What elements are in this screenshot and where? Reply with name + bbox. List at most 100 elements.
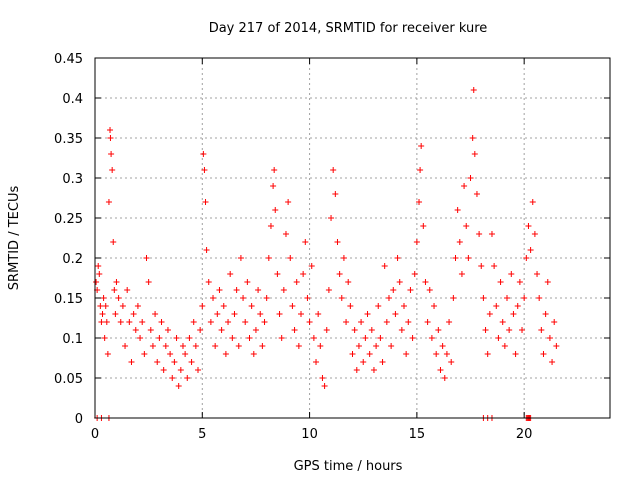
data-point bbox=[531, 231, 538, 237]
data-point bbox=[484, 351, 491, 357]
data-point bbox=[368, 327, 375, 333]
data-point bbox=[392, 311, 399, 317]
data-point bbox=[128, 359, 135, 365]
data-point bbox=[259, 343, 266, 349]
data-point bbox=[433, 351, 440, 357]
data-point bbox=[486, 311, 493, 317]
data-point bbox=[139, 319, 146, 325]
data-point bbox=[435, 327, 442, 333]
data-point bbox=[167, 351, 174, 357]
data-point bbox=[349, 351, 356, 357]
data-point bbox=[102, 303, 109, 309]
data-point bbox=[439, 343, 446, 349]
data-point bbox=[240, 295, 247, 301]
data-point bbox=[111, 287, 118, 293]
data-point bbox=[465, 255, 472, 261]
data-point bbox=[377, 335, 384, 341]
tick-labels: 0 0.05 0.1 0.15 0.2 0.25 0.3 0.35 0.4 0.45 0 5 10 15 2… bbox=[54, 52, 532, 442]
data-point bbox=[186, 335, 193, 341]
data-point bbox=[351, 327, 358, 333]
data-point bbox=[353, 367, 360, 373]
data-point bbox=[190, 319, 197, 325]
data-point bbox=[529, 199, 536, 205]
data-point bbox=[255, 287, 262, 293]
data-point bbox=[458, 271, 465, 277]
data-point bbox=[401, 303, 407, 309]
y-axis-label: SRMTID / TECUs bbox=[7, 186, 22, 291]
data-point bbox=[278, 335, 285, 341]
data-point bbox=[112, 311, 119, 317]
data-point bbox=[338, 295, 345, 301]
data-point bbox=[470, 87, 477, 93]
data-point bbox=[332, 191, 339, 197]
data-point bbox=[347, 303, 354, 309]
data-point bbox=[265, 255, 272, 261]
x-tick-label: 15 bbox=[409, 427, 426, 442]
data-point bbox=[199, 303, 206, 309]
data-point bbox=[225, 319, 232, 325]
data-point bbox=[525, 223, 532, 229]
data-point bbox=[119, 303, 126, 309]
data-point bbox=[182, 351, 189, 357]
data-point bbox=[551, 319, 558, 325]
data-point bbox=[396, 279, 403, 285]
data-point bbox=[197, 327, 204, 333]
data-point bbox=[104, 351, 111, 357]
x-tick-label: 10 bbox=[301, 427, 318, 442]
data-point bbox=[523, 255, 530, 261]
data-point bbox=[132, 327, 139, 333]
data-point bbox=[293, 279, 300, 285]
data-point bbox=[154, 359, 161, 365]
data-point bbox=[426, 287, 433, 293]
data-point bbox=[514, 303, 521, 309]
data-point bbox=[162, 343, 169, 349]
data-point bbox=[173, 335, 180, 341]
data-point bbox=[210, 295, 217, 301]
data-point bbox=[233, 287, 240, 293]
data-point bbox=[499, 319, 506, 325]
data-point bbox=[536, 295, 543, 301]
data-point bbox=[534, 271, 541, 277]
data-point bbox=[110, 239, 117, 245]
data-point bbox=[252, 327, 259, 333]
data-point bbox=[274, 271, 281, 277]
data-point bbox=[407, 287, 414, 293]
data-point bbox=[358, 319, 365, 325]
data-point bbox=[330, 167, 337, 173]
data-point bbox=[195, 367, 201, 373]
data-point bbox=[160, 367, 167, 373]
y-tick-label: 0.05 bbox=[54, 372, 83, 387]
data-point bbox=[304, 295, 311, 301]
data-point bbox=[456, 239, 463, 245]
data-point bbox=[218, 327, 225, 333]
data-point bbox=[544, 279, 551, 285]
data-point bbox=[235, 343, 242, 349]
data-point bbox=[231, 311, 238, 317]
data-point bbox=[420, 223, 427, 229]
data-point bbox=[282, 231, 289, 237]
data-point bbox=[298, 311, 304, 317]
data-point bbox=[214, 311, 221, 317]
data-point bbox=[242, 319, 249, 325]
data-point bbox=[497, 279, 504, 285]
x-tick-label: 0 bbox=[91, 427, 99, 442]
data-point bbox=[319, 375, 326, 381]
data-point bbox=[169, 375, 176, 381]
data-point bbox=[510, 311, 517, 317]
data-point bbox=[188, 359, 195, 365]
data-point bbox=[93, 279, 100, 285]
data-point bbox=[289, 303, 296, 309]
data-point bbox=[98, 319, 105, 325]
data-point bbox=[152, 311, 159, 317]
data-point bbox=[512, 351, 519, 357]
data-point bbox=[267, 223, 274, 229]
data-point bbox=[328, 215, 335, 221]
data-point bbox=[452, 255, 459, 261]
data-point bbox=[334, 239, 341, 245]
data-point bbox=[156, 335, 163, 341]
data-point bbox=[441, 375, 448, 381]
data-point bbox=[306, 319, 313, 325]
data-point bbox=[480, 295, 487, 301]
data-point bbox=[508, 271, 515, 277]
data-point bbox=[366, 351, 373, 357]
